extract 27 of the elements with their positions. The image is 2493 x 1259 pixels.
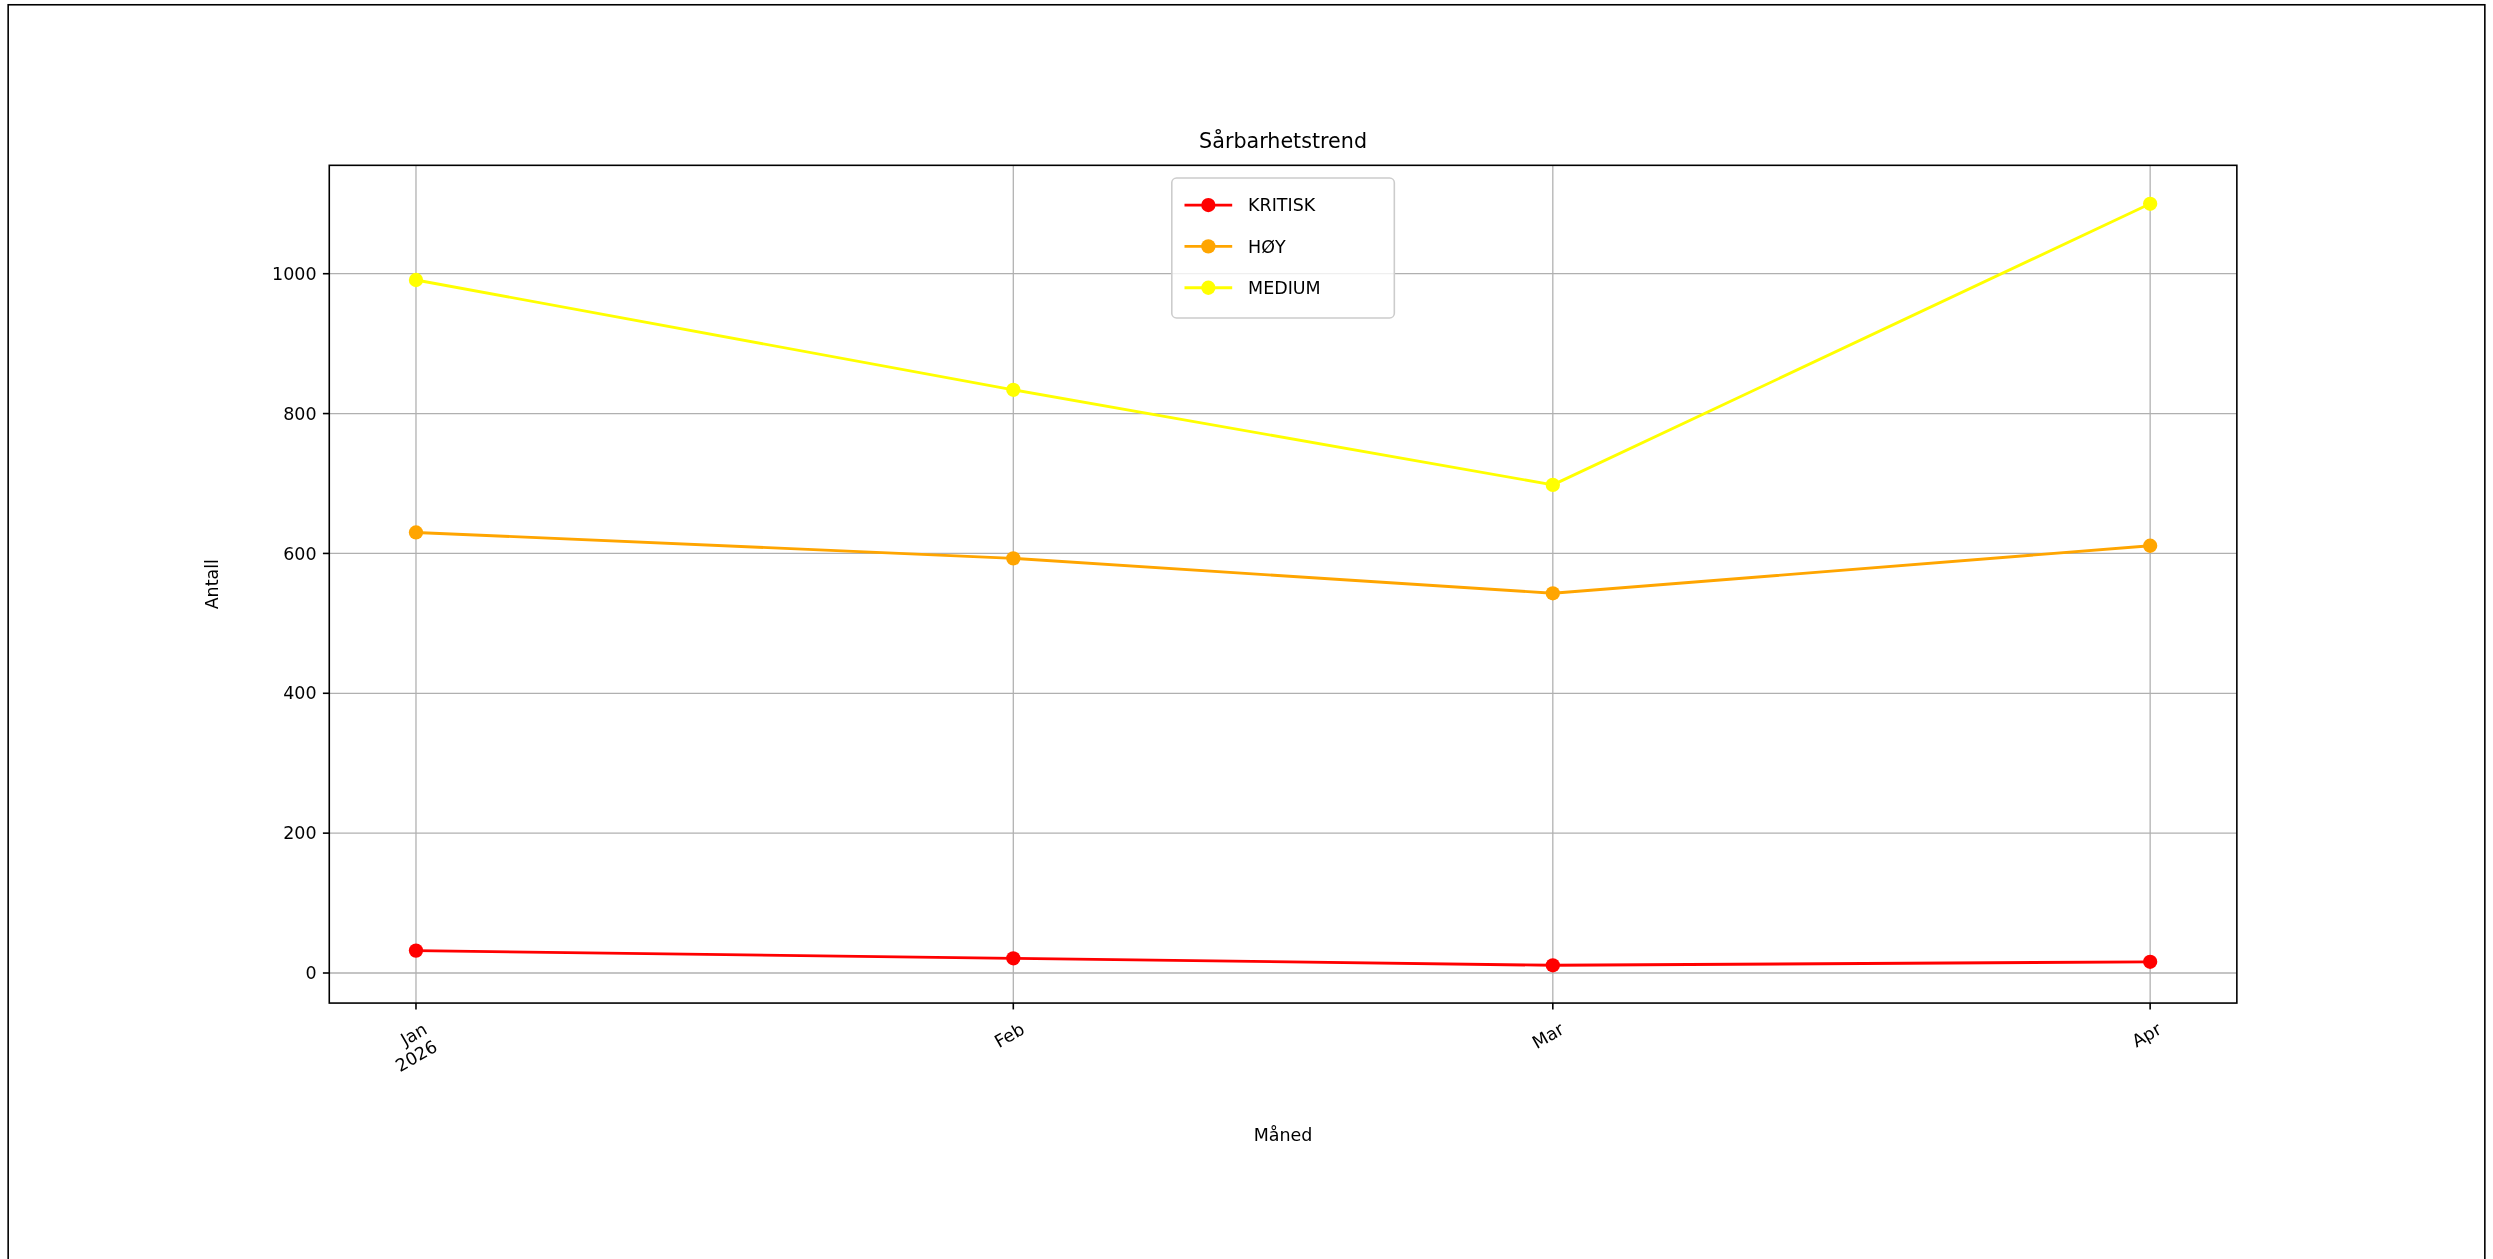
point bbox=[2142, 954, 2158, 969]
y-tick-label: 600 bbox=[283, 543, 317, 564]
point bbox=[408, 525, 424, 540]
x-axis-title: Måned bbox=[1253, 1125, 1313, 1146]
point bbox=[2142, 538, 2158, 553]
point bbox=[408, 272, 424, 288]
point bbox=[1545, 586, 1560, 601]
y-tick-label: 800 bbox=[283, 403, 317, 424]
chart-title: Sårbarhetstrend bbox=[1199, 127, 1367, 153]
y-tick-label: 1000 bbox=[272, 263, 317, 284]
y-tick-label: 400 bbox=[283, 683, 317, 704]
legend-label: MEDIUM bbox=[1248, 277, 1321, 298]
legend-label: HØY bbox=[1248, 236, 1286, 257]
x-tick-label: Apr bbox=[2128, 1018, 2166, 1052]
point bbox=[1006, 382, 1021, 397]
legend-label: KRITISK bbox=[1248, 195, 1316, 216]
y-tick-label: 200 bbox=[283, 823, 317, 844]
point bbox=[1006, 951, 1021, 966]
point bbox=[1006, 551, 1021, 566]
y-tick-label: 0 bbox=[305, 963, 317, 984]
y-axis-title: Antall bbox=[202, 559, 222, 610]
point bbox=[1545, 477, 1560, 493]
point bbox=[1545, 958, 1560, 973]
x-tick-label: Mar bbox=[1528, 1018, 1568, 1053]
point bbox=[408, 943, 424, 958]
x-tick-label: Feb bbox=[990, 1018, 1028, 1052]
point bbox=[2142, 196, 2158, 211]
